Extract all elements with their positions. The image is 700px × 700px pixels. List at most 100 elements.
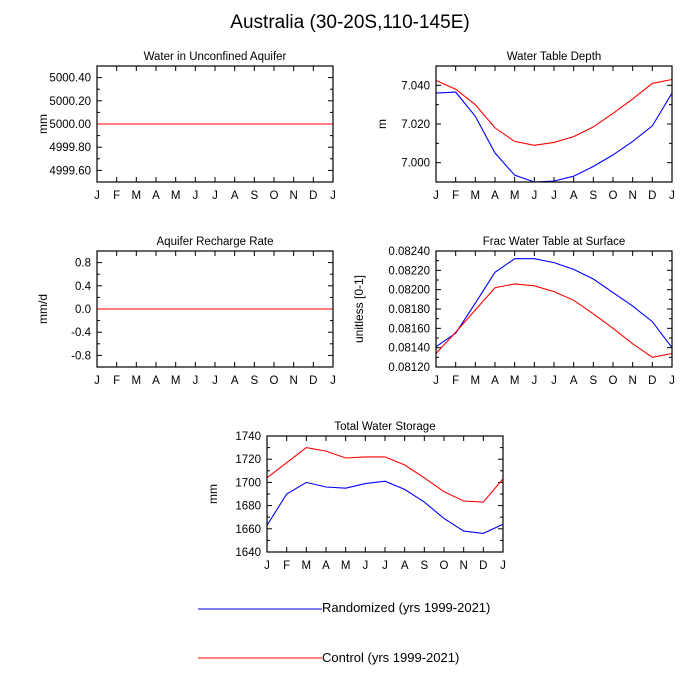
series-line-control: [435, 283, 673, 358]
series-line-control: [266, 447, 504, 503]
y-axis-label: unitless [0-1]: [352, 275, 366, 343]
x-tick-label: O: [440, 560, 449, 572]
x-tick-label: N: [290, 375, 298, 387]
x-tick-label: O: [609, 375, 618, 387]
y-tick-label: -0.4: [71, 327, 91, 339]
panel-title: Frac Water Table at Surface: [483, 236, 626, 248]
x-tick-label: A: [491, 190, 499, 202]
y-tick-label: 7.000: [401, 158, 430, 170]
plot-frame: [435, 250, 673, 368]
x-tick-label: A: [152, 375, 160, 387]
y-tick-label: 5000.00: [49, 119, 91, 131]
y-tick-label: 0.4: [75, 281, 92, 293]
x-tick-label: S: [250, 190, 258, 202]
y-tick-label: 1740: [235, 431, 261, 443]
y-axis-label: mm: [206, 484, 220, 504]
y-tick-label: 7.040: [401, 80, 430, 92]
x-tick-label: N: [629, 190, 637, 202]
series-line-randomized: [435, 91, 673, 183]
panel-title: Water Table Depth: [507, 51, 602, 63]
x-tick-label: F: [283, 560, 290, 572]
series-line-randomized: [266, 480, 504, 534]
y-tick-label: 0.0: [75, 304, 91, 316]
plot-frame: [435, 65, 673, 183]
y-tick-label: 0.8: [75, 258, 91, 270]
x-tick-label: J: [433, 375, 439, 387]
x-tick-label: J: [330, 375, 336, 387]
plot-frame: [266, 435, 504, 553]
plot-frame: [96, 250, 334, 368]
y-tick-label: 7.020: [401, 119, 430, 131]
x-tick-label: J: [531, 375, 537, 387]
y-axis-label: mm/d: [36, 294, 50, 324]
x-tick-label: D: [648, 375, 656, 387]
x-tick-label: F: [452, 375, 459, 387]
panel-frac-water-table: Frac Water Table at Surface unitless [0-1…: [352, 236, 675, 387]
y-tick-label: 4999.60: [49, 165, 91, 177]
x-tick-label: M: [510, 190, 520, 202]
x-tick-label: M: [132, 375, 142, 387]
x-tick-label: F: [113, 190, 120, 202]
y-tick-label: 1640: [235, 547, 261, 559]
y-tick-label: 0.08220: [388, 265, 430, 277]
x-tick-label: N: [460, 560, 468, 572]
x-tick-label: D: [309, 375, 317, 387]
y-tick-label: 0.08240: [388, 246, 430, 258]
x-tick-label: O: [270, 190, 279, 202]
y-tick-label: -0.8: [71, 350, 91, 362]
x-tick-label: D: [479, 560, 487, 572]
x-tick-label: A: [401, 560, 409, 572]
legend-randomized-label: Randomized (yrs 1999-2021): [322, 600, 491, 615]
x-tick-label: J: [531, 190, 537, 202]
x-tick-label: O: [270, 375, 279, 387]
x-tick-label: M: [510, 375, 520, 387]
x-tick-label: J: [264, 560, 270, 572]
x-tick-label: J: [212, 190, 218, 202]
x-tick-label: J: [192, 190, 198, 202]
panel-title: Aquifer Recharge Rate: [157, 236, 274, 248]
figure-title: Australia (30-20S,110-145E): [230, 12, 470, 33]
x-tick-label: M: [171, 375, 181, 387]
x-tick-label: J: [382, 560, 388, 572]
y-tick-label: 0.08120: [388, 362, 430, 374]
y-tick-label: 5000.20: [49, 96, 91, 108]
y-tick-label: 1720: [235, 454, 261, 466]
x-tick-label: A: [491, 375, 499, 387]
legend-control-label: Control (yrs 1999-2021): [322, 650, 460, 665]
legend: [198, 608, 322, 659]
y-tick-label: 0.08160: [388, 323, 430, 335]
x-tick-label: J: [212, 375, 218, 387]
y-tick-label: 4999.80: [49, 142, 91, 154]
y-tick-label: 0.08140: [388, 343, 430, 355]
x-tick-label: J: [362, 560, 368, 572]
x-tick-label: J: [669, 190, 675, 202]
y-tick-label: 0.08200: [388, 285, 430, 297]
x-tick-label: J: [500, 560, 506, 572]
x-tick-label: J: [669, 375, 675, 387]
x-tick-label: A: [322, 560, 330, 572]
plot-frame: [96, 65, 334, 183]
x-tick-label: M: [471, 375, 481, 387]
y-axis-label: mm: [36, 114, 50, 134]
x-tick-label: M: [132, 190, 142, 202]
x-tick-label: A: [570, 375, 578, 387]
x-tick-label: F: [452, 190, 459, 202]
y-axis-label: m: [375, 119, 389, 129]
x-tick-label: A: [570, 190, 578, 202]
x-tick-label: J: [192, 375, 198, 387]
x-tick-label: S: [589, 190, 597, 202]
x-tick-label: J: [551, 375, 557, 387]
x-tick-label: F: [113, 375, 120, 387]
y-tick-label: 1680: [235, 501, 261, 513]
x-tick-label: J: [94, 375, 100, 387]
x-tick-label: J: [94, 190, 100, 202]
x-tick-label: M: [171, 190, 181, 202]
y-tick-label: 1660: [235, 524, 261, 536]
y-tick-label: 5000.40: [49, 73, 91, 85]
x-tick-label: M: [302, 560, 312, 572]
